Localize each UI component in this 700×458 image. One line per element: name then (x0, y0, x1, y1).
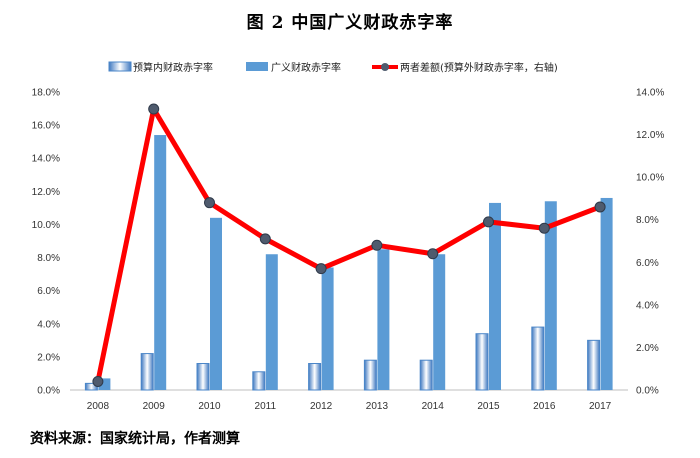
legend-label-broad: 广义财政赤字率 (271, 61, 341, 74)
x-tick-label: 2017 (589, 401, 612, 412)
x-tick-label: 2015 (477, 401, 500, 412)
y-left-tick-label: 6.0% (37, 286, 60, 297)
line-point (483, 216, 494, 228)
bar-budget-deficit (587, 339, 601, 391)
y-right-tick-label: 14.0% (636, 88, 664, 99)
line-point (427, 248, 439, 260)
bar-broad-deficit (154, 135, 167, 390)
bar-broad-deficit (265, 254, 278, 390)
x-tick-label: 2014 (422, 401, 445, 412)
legend-label-line: 两者差额(预算外财政赤字率，右轴) (400, 61, 558, 74)
x-tick-label: 2012 (310, 401, 333, 412)
line-point (204, 197, 215, 209)
bar-budget-deficit (308, 363, 322, 391)
x-tick-label: 2013 (366, 401, 389, 412)
line-series (92, 103, 606, 387)
line-point (259, 233, 271, 245)
legend-swatch-budget (108, 61, 132, 72)
legend-swatch-broad (246, 62, 268, 71)
y-left-tick-label: 16.0% (32, 121, 60, 132)
legend-swatch-marker (381, 63, 389, 71)
bar-budget-deficit (419, 359, 433, 391)
line-point (371, 239, 383, 251)
bar-broad-deficit (489, 202, 501, 390)
bar-broad-deficit (377, 249, 390, 390)
x-tick-label: 2016 (533, 401, 556, 412)
legend-label-budget: 预算内财政赤字率 (133, 61, 213, 74)
bar-budget-deficit (196, 363, 210, 391)
bar-broad-deficit (600, 197, 613, 390)
y-right-tick-label: 12.0% (636, 130, 664, 141)
y-right-tick-label: 6.0% (636, 258, 659, 269)
y-right-tick-label: 10.0% (636, 173, 664, 184)
bar-broad-deficit (210, 217, 222, 390)
bar-budget-deficit (475, 333, 489, 391)
y-left-tick-label: 2.0% (37, 352, 60, 363)
axes: 0.0% 2.0% 4.0% 6.0% 8.0% 10.0% 12.0% 14.0% 16.0%… (32, 88, 665, 413)
y-left-tick-label: 18.0% (32, 88, 60, 99)
x-tick-label: 2009 (143, 401, 166, 412)
chart-title: 图 2 中国广义财政赤字率 (246, 13, 454, 33)
bar-broad-deficit (98, 378, 111, 390)
legend: 预算内财政赤字率 广义财政赤字率 两者差额(预算外财政赤字率，右轴) (108, 61, 558, 74)
y-left-tick-label: 0.0% (37, 386, 60, 397)
y-left-tick-label: 4.0% (37, 319, 60, 330)
bar-budget-deficit (252, 371, 266, 391)
bars (84, 135, 613, 391)
bar-broad-deficit (433, 254, 446, 390)
bar-broad-deficit (321, 267, 334, 390)
y-left-tick-label: 8.0% (37, 253, 60, 264)
line-point (148, 103, 160, 115)
y-right-tick-label: 4.0% (636, 300, 659, 311)
line-point (538, 222, 550, 234)
line-point (92, 375, 104, 387)
y-left-tick-label: 14.0% (32, 154, 60, 165)
y-right-tick-label: 2.0% (636, 343, 659, 354)
y-right-tick-label: 8.0% (636, 215, 659, 226)
bar-broad-deficit (544, 201, 557, 390)
x-tick-label: 2011 (255, 401, 277, 412)
bar-budget-deficit (531, 326, 545, 391)
y-left-tick-label: 12.0% (32, 187, 60, 198)
y-left-tick-label: 10.0% (32, 220, 60, 231)
y-right-tick-label: 0.0% (636, 386, 659, 397)
x-tick-label: 2008 (87, 401, 110, 412)
line-point (594, 201, 606, 213)
source-note: 资料来源：国家统计局，作者测算 (30, 431, 240, 447)
x-tick-label: 2010 (198, 401, 221, 412)
bar-budget-deficit (140, 353, 154, 391)
line-point (315, 263, 327, 275)
line-difference (95, 106, 603, 384)
bar-budget-deficit (363, 359, 377, 391)
